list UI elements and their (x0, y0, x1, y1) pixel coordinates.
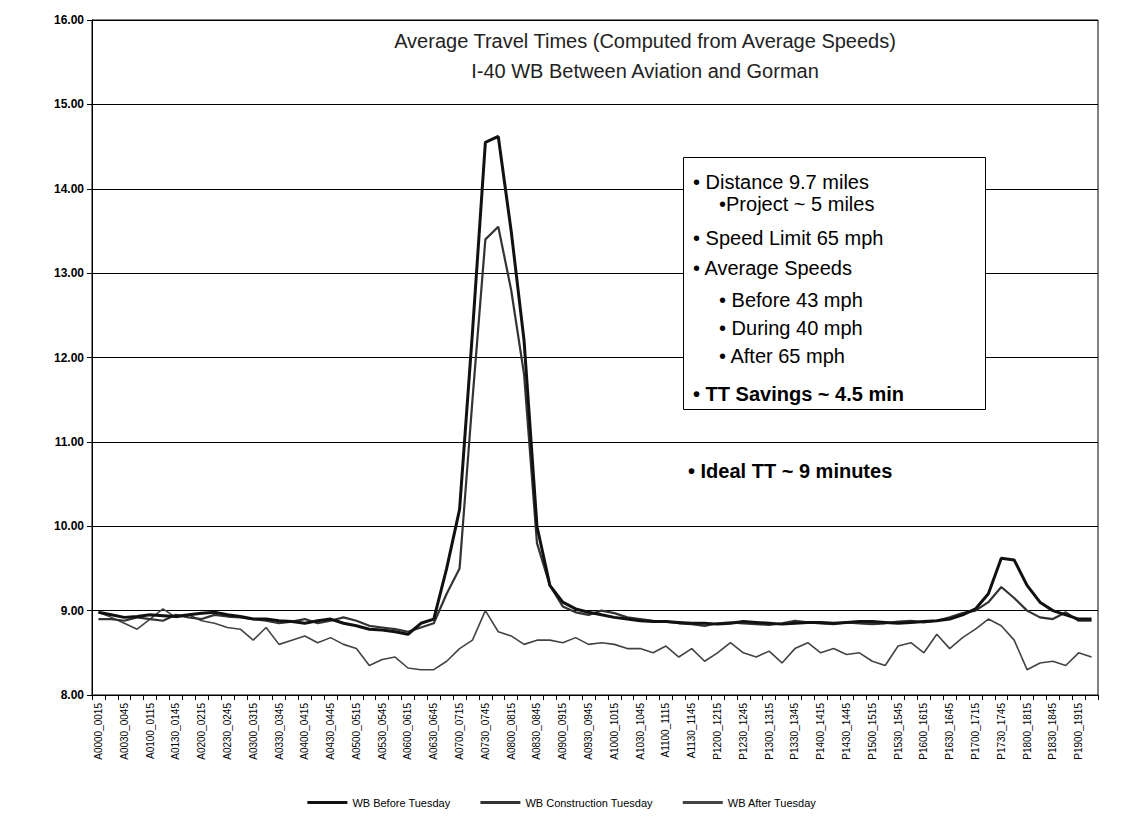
svg-text:A0130_0145: A0130_0145 (170, 703, 181, 760)
svg-text:P1230_1245: P1230_1245 (738, 703, 749, 760)
svg-text:8.00: 8.00 (61, 688, 85, 702)
svg-text:15.00: 15.00 (54, 97, 84, 111)
svg-text:P1800_1815: P1800_1815 (1022, 703, 1033, 760)
svg-text:A0030_0045: A0030_0045 (119, 703, 130, 760)
svg-text:• Average Speeds: • Average Speeds (693, 257, 852, 279)
svg-text:• TT Savings ~ 4.5 min: • TT Savings ~ 4.5 min (693, 383, 904, 405)
svg-text:A0600_0615: A0600_0615 (402, 703, 413, 760)
svg-text:P1730_1745: P1730_1745 (996, 703, 1007, 760)
svg-text:P1830_1845: P1830_1845 (1047, 703, 1058, 760)
svg-text:P1200_1215: P1200_1215 (712, 703, 723, 760)
svg-text:A0630_0645: A0630_0645 (428, 703, 439, 760)
svg-text:P1330_1345: P1330_1345 (789, 703, 800, 760)
svg-text:A0930_0945: A0930_0945 (583, 703, 594, 760)
svg-text:P1530_1545: P1530_1545 (893, 703, 904, 760)
svg-text:P1700_1715: P1700_1715 (970, 703, 981, 760)
svg-text:16.00: 16.00 (54, 13, 84, 27)
svg-text:9.00: 9.00 (61, 604, 85, 618)
svg-text:A0530_0545: A0530_0545 (377, 703, 388, 760)
svg-text:P1300_1315: P1300_1315 (764, 703, 775, 760)
svg-text:A0730_0745: A0730_0745 (480, 703, 491, 760)
svg-text:12.00: 12.00 (54, 351, 84, 365)
svg-text:• After 65 mph: • After 65 mph (719, 345, 845, 367)
svg-text:I-40 WB Between Aviation and G: I-40 WB Between Aviation and Gorman (471, 60, 819, 82)
svg-text:P1400_1415: P1400_1415 (815, 703, 826, 760)
svg-text:A1000_1015: A1000_1015 (609, 703, 620, 760)
svg-text:• Before 43 mph: • Before 43 mph (719, 289, 863, 311)
svg-text:• During 40 mph: • During 40 mph (719, 317, 863, 339)
svg-text:P1900_1915: P1900_1915 (1073, 703, 1084, 760)
svg-text:A0700_0715: A0700_0715 (454, 703, 465, 760)
svg-text:WB Construction Tuesday: WB Construction Tuesday (525, 797, 653, 809)
svg-text:A1130_1145: A1130_1145 (686, 703, 697, 759)
svg-text:WB After Tuesday: WB After Tuesday (728, 797, 817, 809)
svg-text:P1430_1445: P1430_1445 (841, 703, 852, 760)
svg-text:A0900_0915: A0900_0915 (557, 703, 568, 760)
svg-text:14.00: 14.00 (54, 182, 84, 196)
svg-text:A0430_0445: A0430_0445 (325, 703, 336, 760)
svg-text:P1630_1645: P1630_1645 (944, 703, 955, 760)
svg-text:A1030_1045: A1030_1045 (635, 703, 646, 760)
svg-text:P1500_1515: P1500_1515 (867, 703, 878, 760)
svg-text:10.00: 10.00 (54, 519, 84, 533)
svg-text:A0400_0415: A0400_0415 (299, 703, 310, 760)
svg-text:Average Travel Times (Computed: Average Travel Times (Computed from Aver… (394, 30, 896, 52)
svg-text:A0300_0315: A0300_0315 (248, 703, 259, 760)
svg-text:13.00: 13.00 (54, 266, 84, 280)
svg-text:A0500_0515: A0500_0515 (351, 703, 362, 760)
svg-text:A0830_0845: A0830_0845 (531, 703, 542, 760)
svg-text:• Ideal TT ~ 9 minutes: • Ideal TT ~ 9 minutes (688, 460, 892, 482)
svg-text:A0330_0345: A0330_0345 (274, 703, 285, 760)
svg-text:A0100_0115: A0100_0115 (145, 703, 156, 759)
svg-text:A0800_0815: A0800_0815 (506, 703, 517, 760)
svg-text:• Speed Limit 65 mph: • Speed Limit 65 mph (693, 227, 883, 249)
svg-text:WB Before Tuesday: WB Before Tuesday (352, 797, 450, 809)
svg-text:A1100_1115: A1100_1115 (660, 703, 671, 758)
svg-text:A0200_0215: A0200_0215 (196, 703, 207, 760)
svg-text:P1600_1615: P1600_1615 (918, 703, 929, 760)
svg-text:A0000_0015: A0000_0015 (93, 703, 104, 760)
svg-text:11.00: 11.00 (55, 435, 85, 449)
svg-text:•Project ~ 5 miles: •Project ~ 5 miles (719, 193, 874, 215)
svg-text:• Distance 9.7 miles: • Distance 9.7 miles (693, 171, 869, 193)
svg-text:A0230_0245: A0230_0245 (222, 703, 233, 760)
